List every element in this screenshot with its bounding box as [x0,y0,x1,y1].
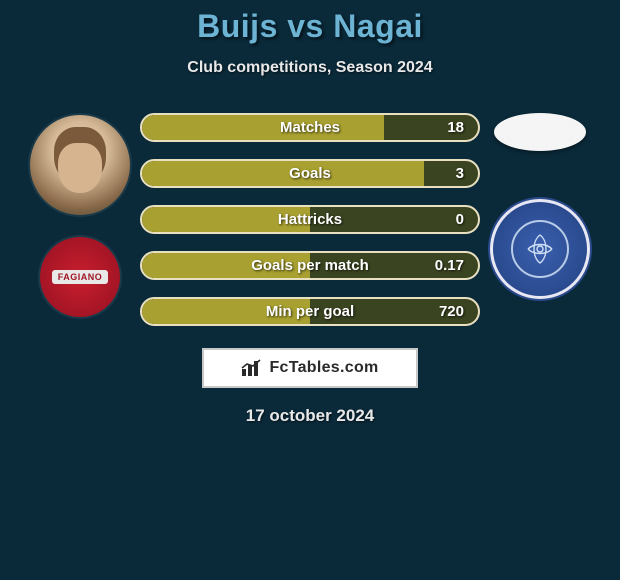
stat-label: Matches [280,119,340,136]
stat-value: 0 [456,211,464,228]
right-player-placeholder [494,113,586,151]
stat-value: 0.17 [435,257,464,274]
page-title: Buijs vs Nagai [197,8,423,45]
date-line: 17 october 2024 [246,406,375,426]
left-club-badge: FAGIANO [38,235,122,319]
brand-text: FcTables.com [269,359,378,377]
left-player-photo [28,113,132,217]
stat-label: Goals per match [251,257,369,274]
stat-row: Hattricks 0 [140,205,480,234]
stats-list: Matches 18 Goals 3 Hattricks 0 Goals per match… [140,107,480,326]
comparison-panel: FAGIANO Matches 18 Goals 3 Hattricks 0 Goals p… [0,107,620,326]
page-subtitle: Club competitions, Season 2024 [187,59,432,77]
stat-value: 3 [456,165,464,182]
right-club-badge [490,199,590,299]
brand-box: FcTables.com [202,348,418,388]
right-club-emblem [511,220,569,278]
stat-value: 18 [447,119,464,136]
left-player-column: FAGIANO [20,107,140,319]
stat-label: Min per goal [266,303,354,320]
stat-fill [142,161,424,186]
bar-chart-icon [241,359,263,377]
stat-label: Hattricks [278,211,342,228]
left-club-label: FAGIANO [52,270,109,284]
stat-label: Goals [289,165,331,182]
right-player-column [480,107,600,299]
stat-fill [142,115,384,140]
stat-row: Min per goal 720 [140,297,480,326]
stat-row: Goals 3 [140,159,480,188]
stat-value: 720 [439,303,464,320]
stat-row: Goals per match 0.17 [140,251,480,280]
stat-row: Matches 18 [140,113,480,142]
